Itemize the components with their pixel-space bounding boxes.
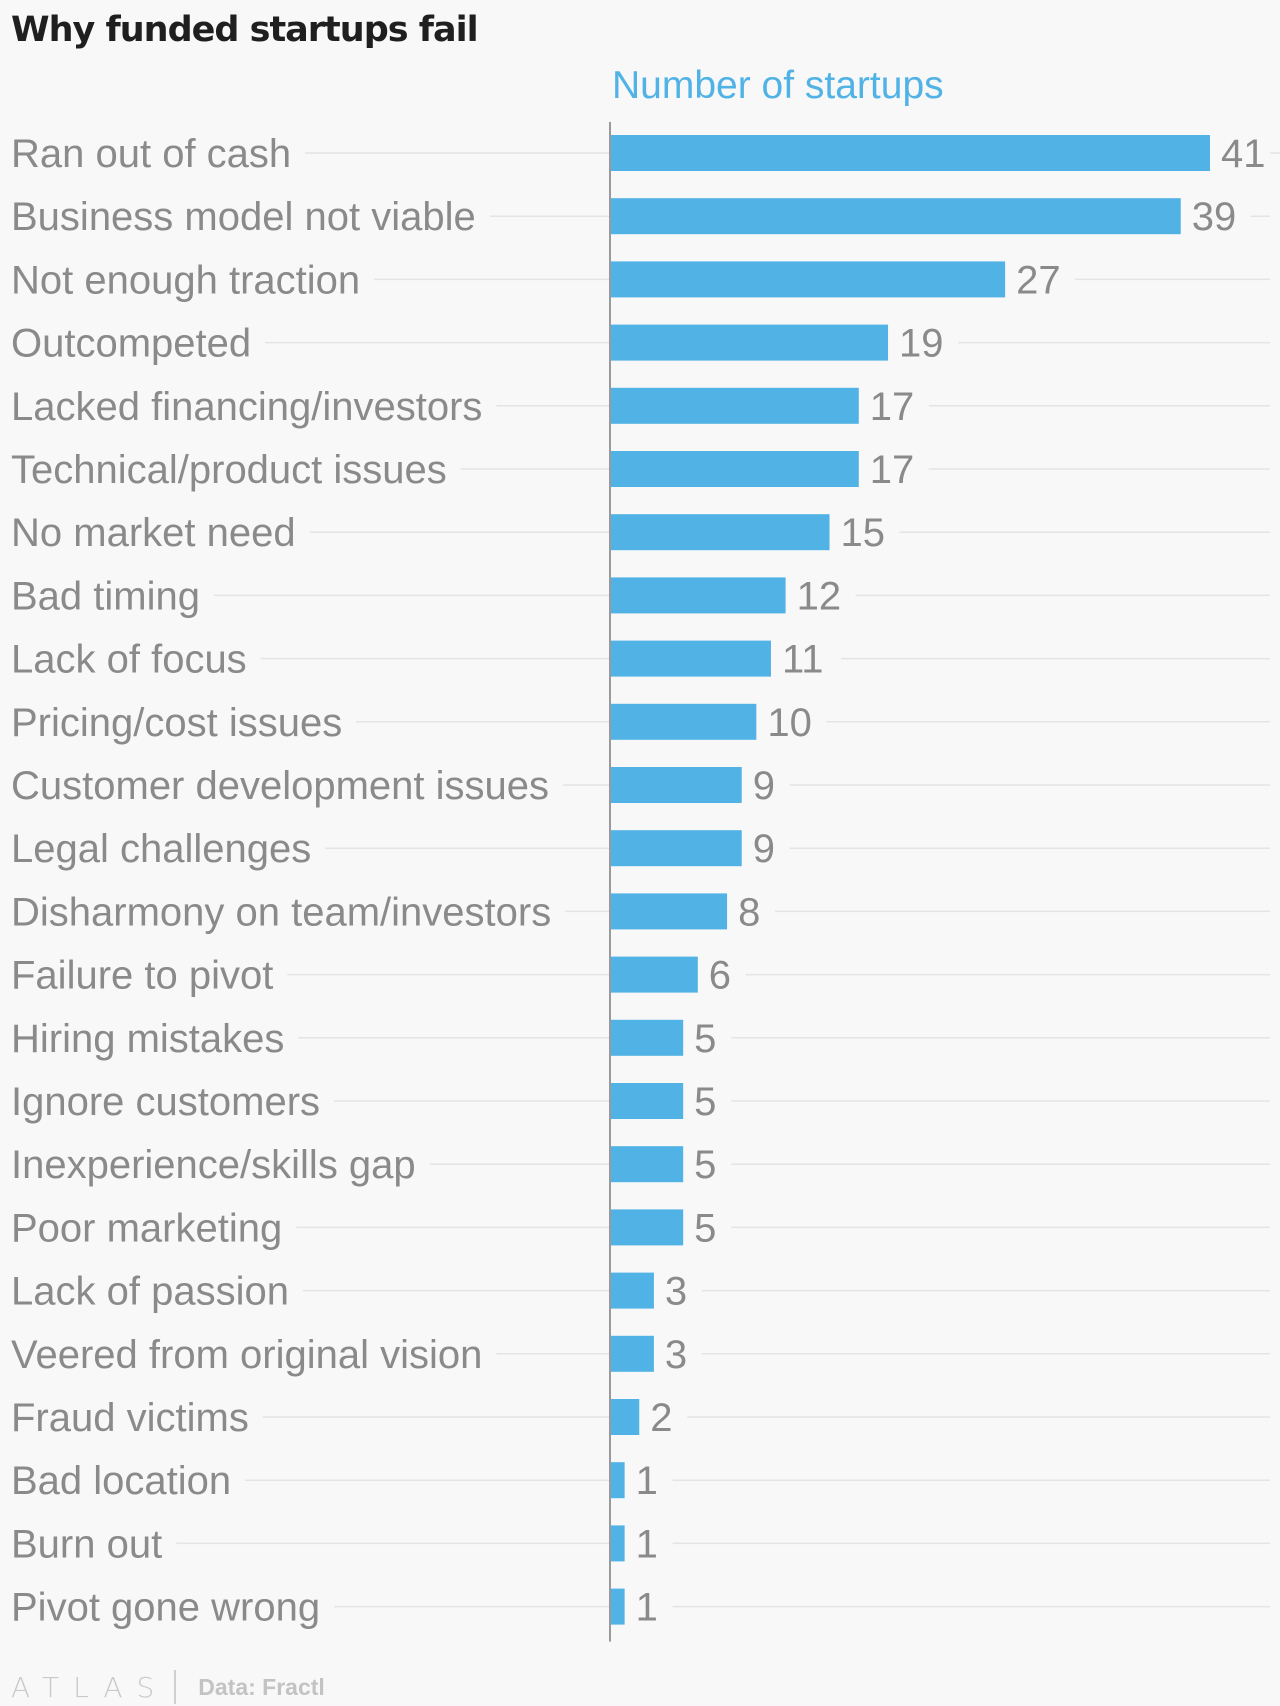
bars [610,135,1210,1625]
bar [610,577,786,614]
category-label: Legal challenges [11,827,311,871]
category-label: Bad location [11,1459,231,1503]
value-label: 3 [665,1333,687,1377]
category-labels: Ran out of cash Business model not viable… [11,132,551,1630]
value-label: 5 [694,1143,716,1187]
value-label: 17 [870,385,915,429]
value-label: 2 [650,1396,672,1440]
bar [610,451,859,487]
bar [610,956,698,993]
value-label: 10 [767,701,812,745]
value-label: 9 [753,827,775,871]
category-label: Burn out [11,1522,162,1566]
value-label: 6 [709,954,731,998]
value-label: 1 [636,1522,658,1566]
bar [610,1272,654,1309]
category-label: Disharmony on team/investors [11,890,551,934]
category-label: Ignore customers [11,1080,320,1124]
value-label: 41 [1221,132,1266,176]
bar [610,703,757,740]
bar [610,1525,625,1562]
category-label: Lack of passion [11,1270,289,1314]
category-label: Failure to pivot [11,954,273,998]
value-label: 1 [636,1459,658,1503]
value-label: 11 [782,638,824,682]
bar [610,324,889,361]
value-label: 8 [738,890,760,934]
bar [610,1462,625,1499]
category-label: Veered from original vision [11,1333,482,1377]
footer-divider [174,1670,177,1704]
source-note: Data: Fractl [198,1673,325,1700]
value-label: 19 [899,322,944,366]
bar [610,1399,640,1435]
category-label: Fraud victims [11,1396,249,1440]
bar [610,893,728,930]
value-label: 39 [1192,195,1237,239]
bar [610,1083,684,1119]
footer: ATLAS Data: Fractl [11,1670,325,1704]
bar [610,1588,625,1625]
category-label: Business model not viable [11,195,476,239]
category-label: Pivot gone wrong [11,1586,320,1630]
bar [610,1146,684,1183]
bar [610,514,830,551]
value-label: 5 [694,1080,716,1124]
value-label: 9 [753,764,775,808]
category-label: Outcompeted [11,322,251,366]
bar [610,1335,654,1372]
chart-title: Why funded startups fail [11,10,479,50]
bar [610,261,1006,298]
bar [610,830,742,867]
value-label: 1 [636,1586,658,1630]
category-label: Lack of focus [11,638,247,682]
value-label: 27 [1016,258,1061,302]
gridlines [176,152,1280,1608]
category-label: Hiring mistakes [11,1017,284,1061]
bar [610,1209,684,1246]
category-label: Bad timing [11,574,200,618]
bar [610,767,742,803]
value-label: 17 [870,448,915,492]
category-label: No market need [11,511,296,555]
series-label: Number of startups [612,64,944,107]
category-label: Technical/product issues [11,448,447,492]
category-label: Ran out of cash [11,132,291,176]
category-label: Pricing/cost issues [11,701,342,745]
category-label: Customer development issues [11,764,549,808]
category-label: Poor marketing [11,1206,282,1250]
bar [610,198,1181,235]
value-label: 15 [841,511,886,555]
category-label: Inexperience/skills gap [11,1143,416,1187]
bar [610,387,859,424]
bar [610,640,771,677]
value-label: 5 [694,1017,716,1061]
atlas-logo: ATLAS [11,1670,169,1704]
bar [610,135,1210,171]
bar [610,1019,684,1056]
value-label: 12 [797,574,842,618]
category-label: Lacked financing/investors [11,385,482,429]
value-label: 3 [665,1270,687,1314]
value-label: 5 [694,1206,716,1250]
category-label: Not enough traction [11,258,360,302]
